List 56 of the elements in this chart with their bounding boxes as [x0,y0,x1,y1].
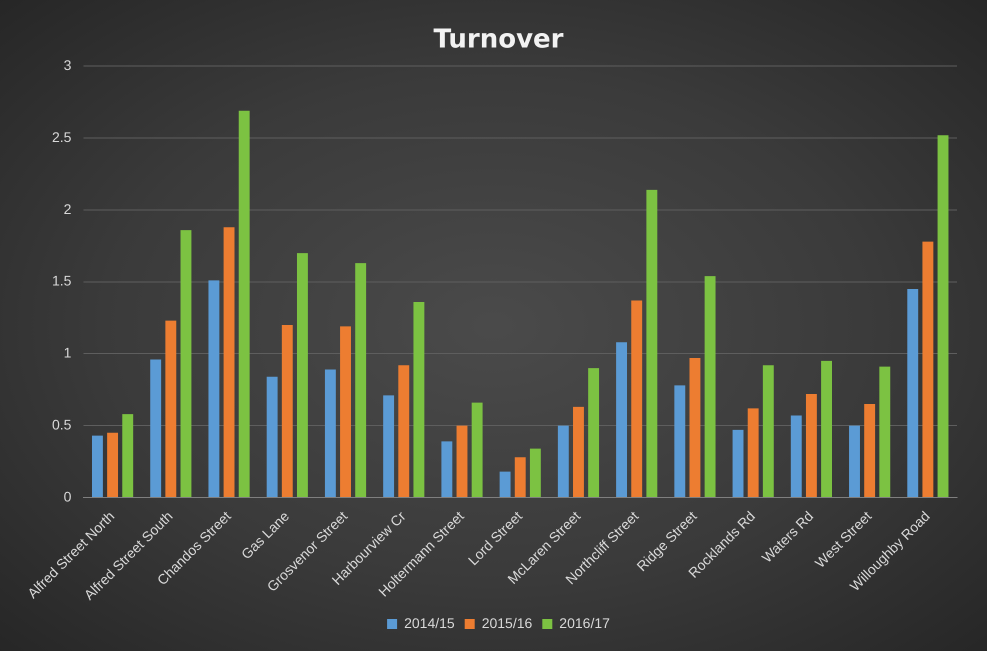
bar [704,276,716,497]
bar [573,406,584,497]
bar [849,426,860,497]
bar [324,370,336,497]
y-tick-label: 1 [64,344,72,361]
bar [616,342,628,497]
bar [732,430,744,497]
y-tick-label: 3 [64,57,72,74]
y-tick-label: 1.5 [52,272,72,289]
bar [762,365,774,497]
bar [806,394,817,497]
bar [631,300,642,497]
bar [689,358,700,497]
bar [907,289,918,497]
bar [588,368,600,497]
bar [355,263,366,497]
bar [266,376,278,497]
bar [238,110,250,497]
y-tick-label: 2 [64,200,72,217]
legend-label: 2016/17 [559,614,610,631]
bar [150,359,162,497]
bar [441,441,452,497]
bar [340,326,351,497]
bar [879,366,890,497]
bar [208,280,220,497]
bar [122,414,134,497]
bar [296,253,308,497]
bar [922,242,934,497]
bar [938,135,948,497]
y-tick-label: 0.5 [52,416,72,432]
bar [282,324,293,497]
bar [472,402,483,497]
bar [398,365,410,497]
legend-label: 2015/16 [482,614,533,631]
bar [674,385,686,497]
bar [748,408,759,497]
bar [790,416,802,497]
chart-title: Turnover [434,24,564,54]
bar [530,448,541,497]
legend-label: 2014/15 [404,614,455,631]
bar [92,436,103,497]
bar [180,230,192,497]
bar [558,426,569,497]
bar [500,472,511,497]
bar [821,360,832,497]
bar [646,190,658,497]
bar [456,426,468,497]
y-tick-label: 0 [64,488,72,504]
bar [383,395,394,497]
bar [165,320,176,497]
y-tick-label: 2.5 [52,128,72,145]
bar [413,302,424,497]
bar [107,432,118,497]
bar [864,404,876,497]
bar [514,457,526,497]
bar [224,227,235,497]
